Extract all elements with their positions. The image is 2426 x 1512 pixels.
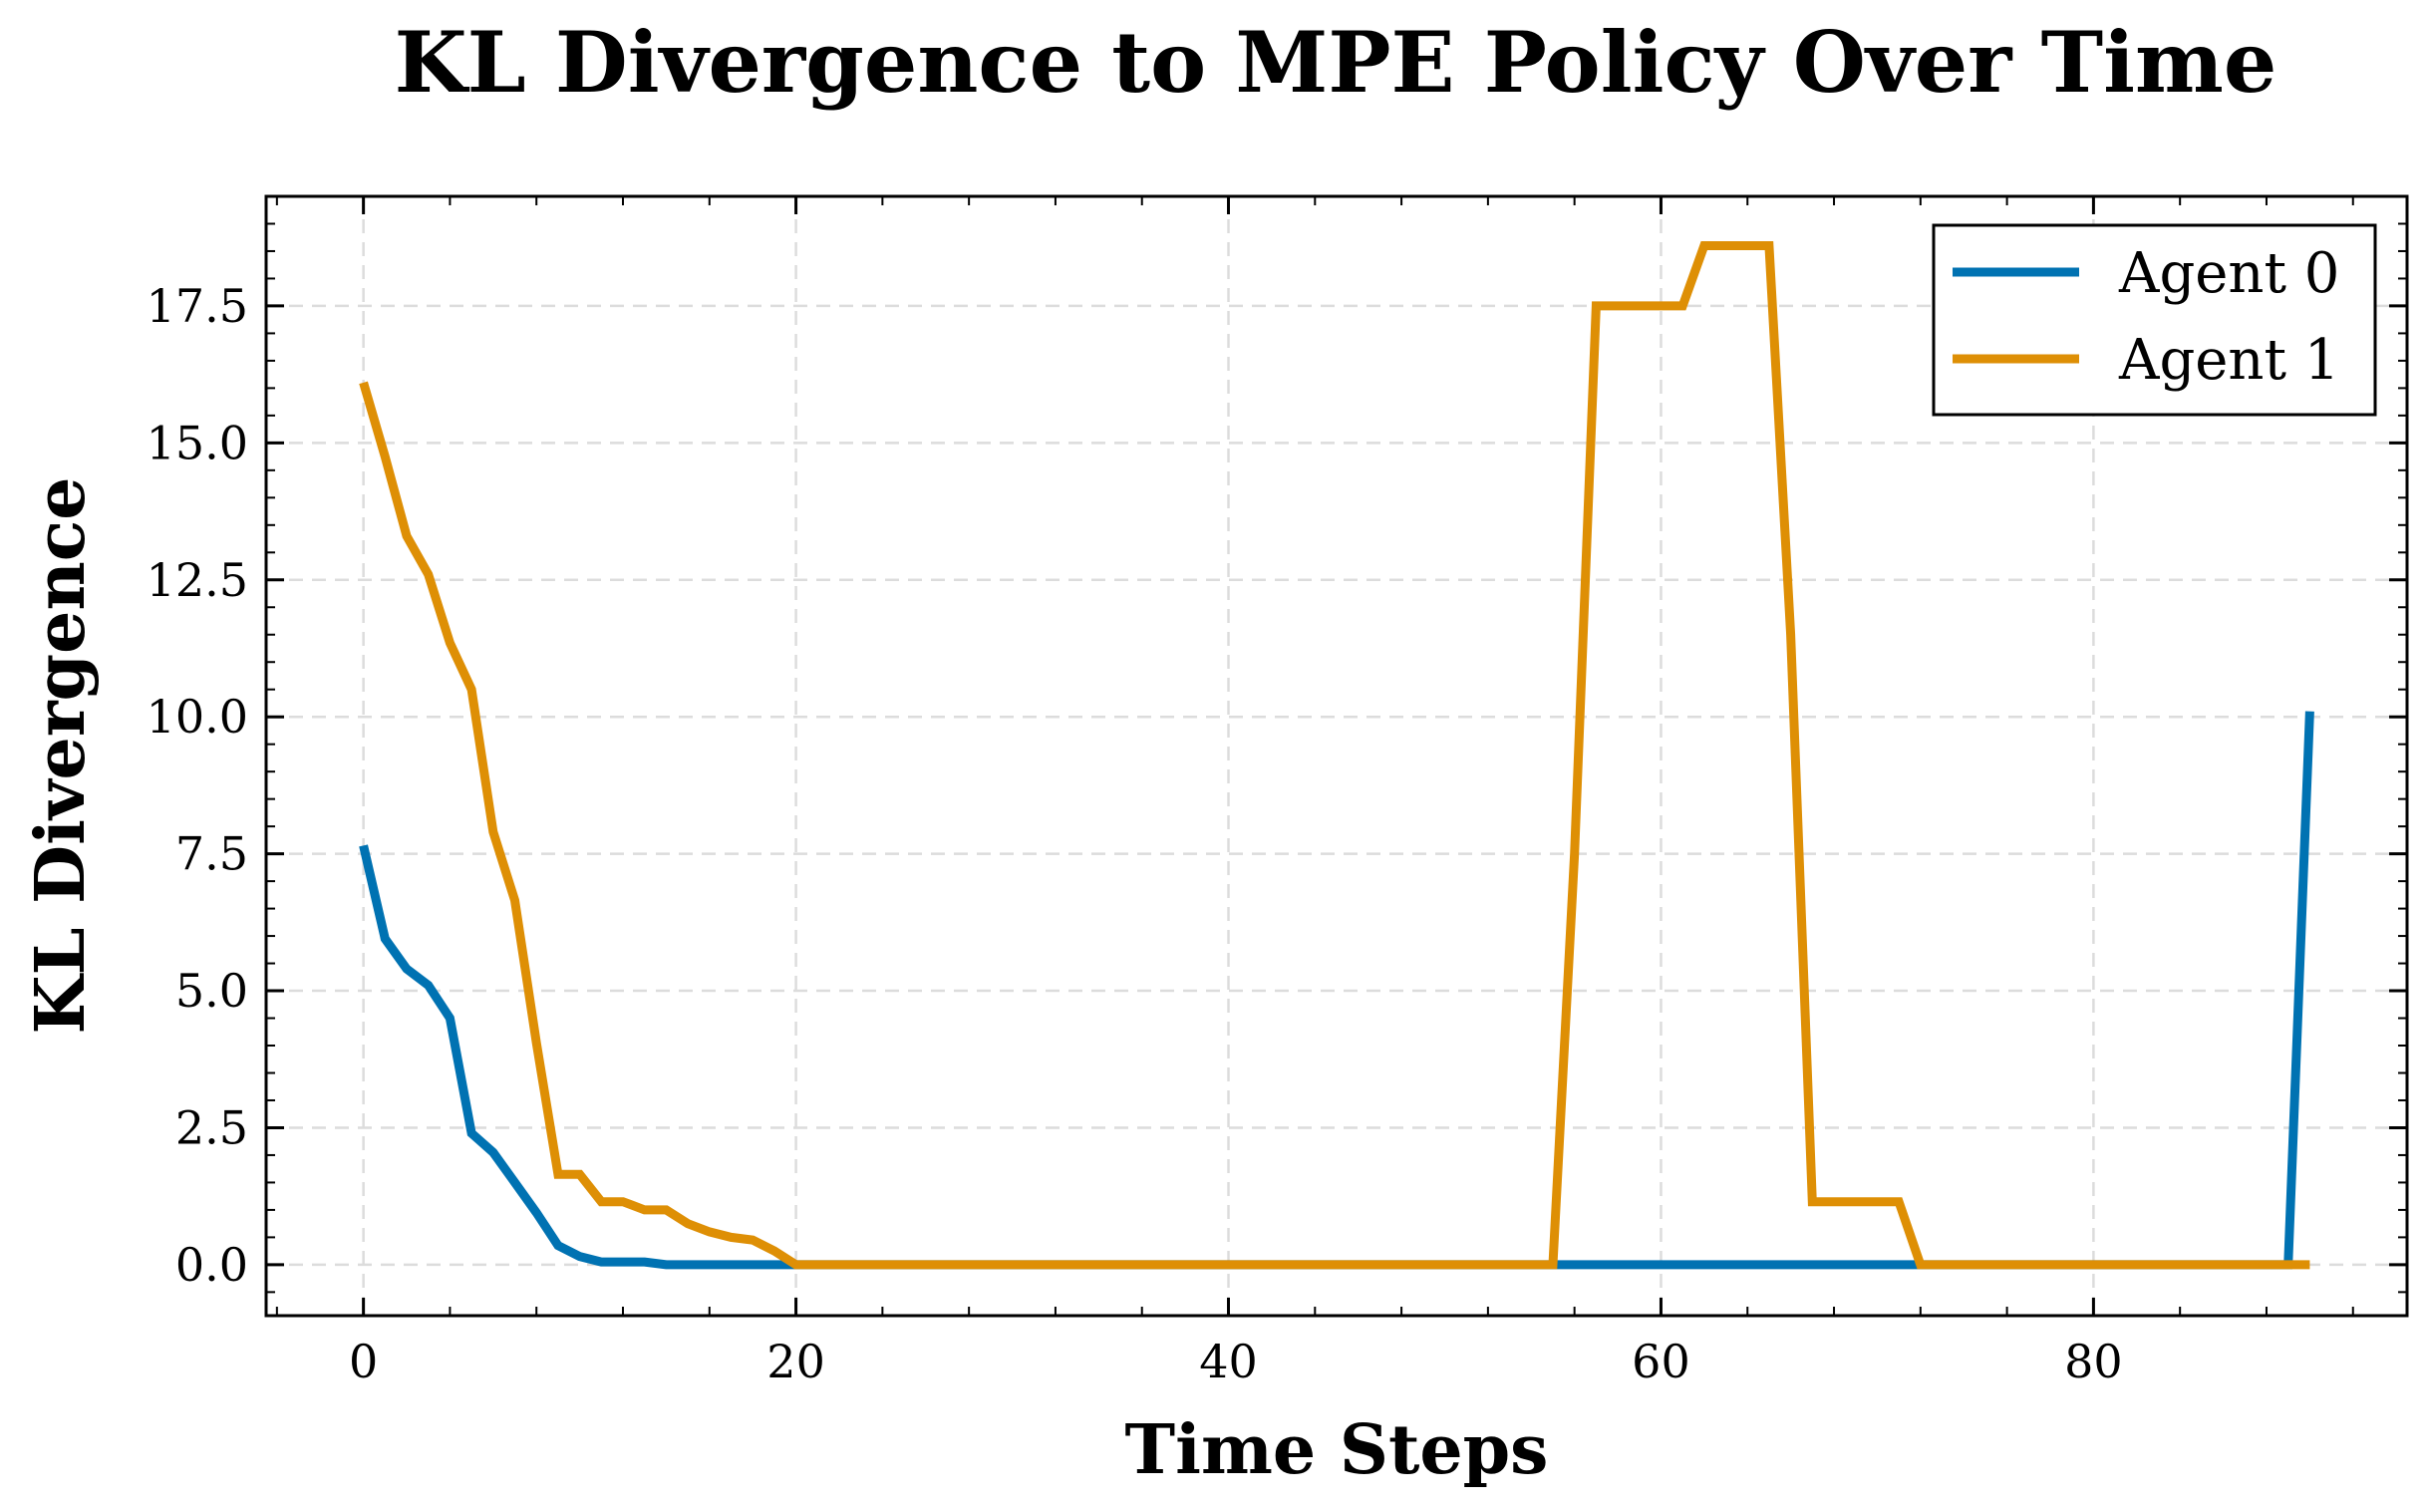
y-tick-label: 2.5 — [175, 1100, 248, 1154]
x-tick-label: 80 — [2064, 1335, 2123, 1388]
plot-frame — [264, 194, 2409, 1318]
axis-ticks — [266, 195, 2407, 1316]
y-tick-label: 12.5 — [147, 553, 248, 607]
y-tick-label: 7.5 — [175, 827, 248, 881]
y-axis-label: KL Divergence — [21, 477, 101, 1035]
x-tick-label: 0 — [349, 1335, 378, 1388]
legend: Agent 0 Agent 1 — [1932, 223, 2377, 417]
y-tick-label: 17.5 — [147, 279, 248, 333]
x-tick-label: 20 — [766, 1335, 825, 1388]
y-tick-label: 15.0 — [147, 416, 248, 469]
legend-box — [1932, 223, 2377, 417]
legend-label-agent-0: Agent 0 — [2118, 241, 2339, 306]
series-line-agent-0 — [359, 711, 2314, 1270]
legend-label-agent-1: Agent 1 — [2118, 328, 2339, 393]
x-tick-label: 60 — [1632, 1335, 1690, 1388]
y-axis-tick-labels: 0.0 2.5 5.0 7.5 10.0 12.5 15.0 17.5 — [147, 279, 248, 1292]
y-tick-label: 10.0 — [147, 690, 248, 744]
y-tick-label: 0.0 — [175, 1238, 248, 1292]
chart-title: KL Divergence to MPE Policy Over Time — [395, 13, 2277, 112]
y-tick-label: 5.0 — [175, 964, 248, 1018]
x-axis-tick-labels: 0 20 40 60 80 — [349, 1335, 2123, 1388]
x-tick-label: 40 — [1199, 1335, 1258, 1388]
series-line-agent-1 — [359, 241, 2310, 1270]
x-axis-label: Time Steps — [1125, 1410, 1549, 1490]
plot-area — [359, 241, 2314, 1270]
